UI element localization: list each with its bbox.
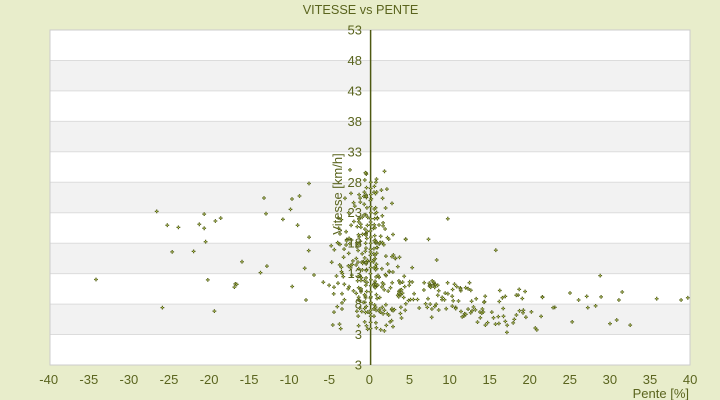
svg-text:-15: -15 (240, 372, 259, 387)
svg-text:15: 15 (482, 372, 496, 387)
svg-text:28: 28 (348, 175, 362, 190)
svg-text:48: 48 (348, 53, 362, 68)
svg-text:18: 18 (348, 236, 362, 251)
svg-text:Vitesse [km/h]: Vitesse [km/h] (330, 153, 345, 234)
svg-text:-20: -20 (200, 372, 219, 387)
svg-text:43: 43 (348, 83, 362, 98)
svg-text:8: 8 (355, 297, 362, 312)
svg-text:-30: -30 (120, 372, 139, 387)
svg-text:5: 5 (406, 372, 413, 387)
svg-text:-10: -10 (280, 372, 299, 387)
svg-text:-40: -40 (39, 372, 58, 387)
svg-text:53: 53 (348, 23, 362, 38)
svg-text:25: 25 (563, 372, 577, 387)
svg-text:3: 3 (355, 358, 362, 373)
svg-text:Pente [%]: Pente [%] (633, 386, 689, 400)
svg-text:40: 40 (683, 372, 697, 387)
svg-text:-5: -5 (324, 372, 336, 387)
svg-text:38: 38 (348, 114, 362, 129)
svg-text:13: 13 (348, 266, 362, 281)
svg-text:-25: -25 (160, 372, 179, 387)
svg-text:23: 23 (348, 205, 362, 220)
svg-text:35: 35 (643, 372, 657, 387)
svg-text:0: 0 (366, 372, 373, 387)
svg-text:3: 3 (355, 327, 362, 342)
svg-text:30: 30 (603, 372, 617, 387)
svg-text:VITESSE vs PENTE: VITESSE vs PENTE (303, 3, 419, 17)
svg-text:-35: -35 (79, 372, 98, 387)
svg-text:10: 10 (442, 372, 456, 387)
svg-text:20: 20 (522, 372, 536, 387)
svg-text:33: 33 (348, 144, 362, 159)
